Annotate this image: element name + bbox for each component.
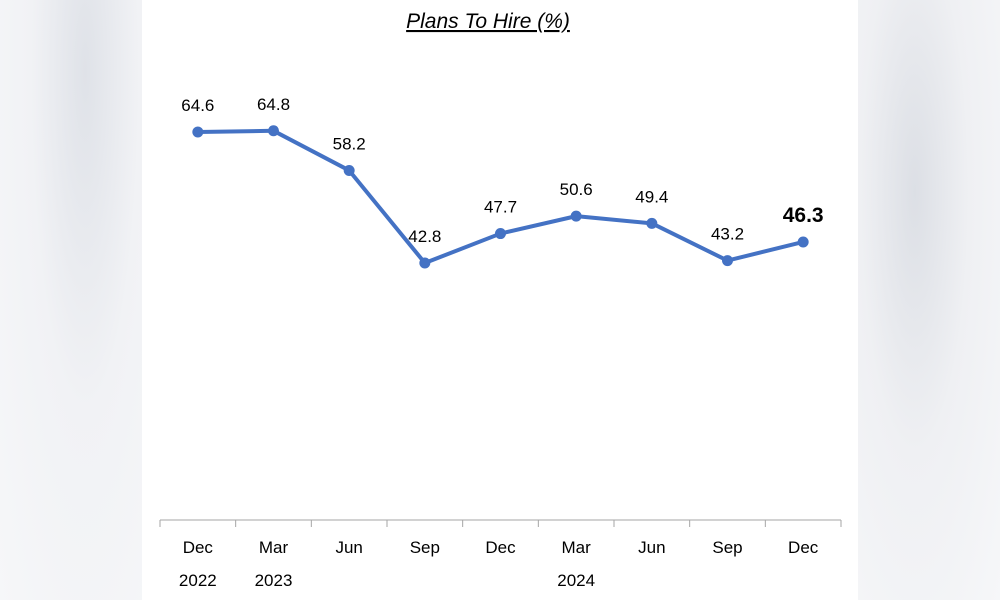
- chart-title: Plans To Hire (%): [406, 10, 570, 33]
- left-background: [0, 0, 142, 600]
- data-points: [192, 125, 809, 269]
- x-tick-label-month: Jun: [638, 538, 665, 557]
- x-tick-label-year: 2024: [557, 571, 595, 590]
- chart-panel: Plans To Hire (%) 64.6 64.8 58.2 42.8 47.7 50…: [142, 0, 858, 600]
- data-labels: 64.6 64.8 58.2 42.8 47.7 50.6 49.4 43.2 46.3: [181, 95, 823, 246]
- data-label: 58.2: [333, 134, 366, 153]
- data-label: 42.8: [408, 227, 441, 246]
- data-label-latest: 46.3: [783, 204, 824, 227]
- data-point: [268, 125, 279, 137]
- x-tick-label-month: Jun: [335, 538, 362, 557]
- data-label: 64.6: [181, 96, 214, 115]
- data-label: 50.6: [560, 180, 593, 199]
- data-point: [646, 217, 658, 229]
- data-point: [797, 236, 809, 248]
- x-tick-label-month: Mar: [259, 538, 289, 557]
- x-tick-label-month: Dec: [183, 538, 214, 557]
- right-background: [858, 0, 1000, 600]
- x-tick-label-month: Sep: [410, 538, 440, 557]
- data-point: [192, 126, 204, 138]
- data-point: [343, 164, 355, 176]
- x-tick-label-year: 2022: [179, 571, 217, 590]
- data-label: 43.2: [711, 225, 744, 244]
- x-axis-ticks: [159, 520, 842, 527]
- x-tick-label-month: Mar: [562, 538, 592, 557]
- x-tick-label-year: 2023: [255, 571, 293, 590]
- data-point: [722, 255, 733, 267]
- x-tick-label-month: Dec: [485, 538, 516, 557]
- x-tick-labels: Dec 2022 Mar 2023 Jun Sep Dec Mar 2024 Jun Sep Dec: [179, 538, 819, 590]
- data-point: [570, 210, 582, 222]
- line-chart: Plans To Hire (%) 64.6 64.8 58.2 42.8 47.7 50…: [159, 10, 842, 590]
- data-label: 47.7: [484, 198, 517, 217]
- x-tick-label-month: Sep: [712, 538, 742, 557]
- data-point: [495, 228, 506, 240]
- data-label: 49.4: [635, 187, 668, 206]
- data-point: [419, 257, 431, 269]
- x-tick-label-month: Dec: [788, 538, 819, 557]
- data-label: 64.8: [257, 95, 290, 114]
